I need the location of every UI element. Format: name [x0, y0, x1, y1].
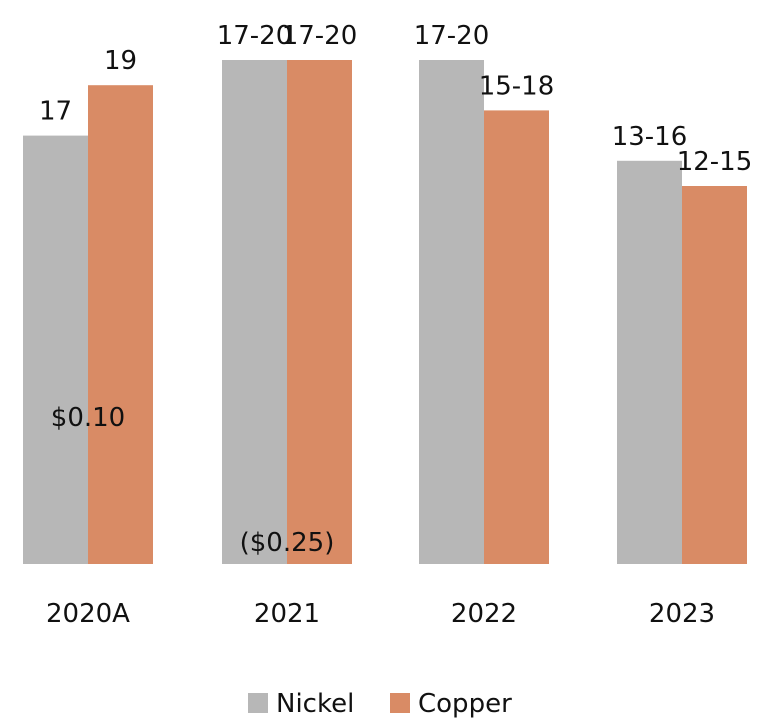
bar-copper-2022: [484, 110, 549, 565]
x-tick-2023: 2023: [649, 599, 715, 629]
legend-swatch-nickel: [248, 693, 268, 713]
bar-nickel-2022: [419, 60, 484, 564]
bar-copper-2021: [287, 60, 352, 564]
value-label-copper-2023: 12-15: [677, 147, 753, 177]
x-tick-2022: 2022: [451, 599, 517, 629]
value-label-copper-2021: 17-20: [282, 21, 358, 51]
bar-nickel-2021: [222, 60, 287, 564]
x-axis-ticks: 2020A 2021 2022 2023: [46, 599, 715, 629]
annotation-2021: ($0.25): [240, 528, 335, 558]
value-label-copper-2022: 15-18: [479, 71, 555, 101]
bar-copper-2023: [682, 186, 747, 564]
value-label-nickel-2022: 17-20: [414, 21, 490, 51]
value-label-nickel-2021: 17-20: [217, 21, 293, 51]
annotations-layer: $0.10 ($0.25): [51, 403, 335, 558]
legend-swatch-copper: [390, 693, 410, 713]
annotation-2020a: $0.10: [51, 403, 125, 433]
bar-nickel-2020a: [23, 135, 88, 564]
legend-label-nickel: Nickel: [276, 689, 354, 719]
value-label-nickel-2023: 13-16: [612, 122, 688, 152]
value-label-nickel-2020a: 17: [39, 97, 72, 127]
bars-layer: [23, 60, 747, 565]
legend: Nickel Copper: [248, 689, 512, 719]
bar-copper-2020a: [88, 85, 153, 564]
bar-nickel-2023: [617, 160, 682, 565]
x-tick-2021: 2021: [254, 599, 320, 629]
legend-label-copper: Copper: [418, 689, 512, 719]
value-label-copper-2020a: 19: [104, 46, 137, 76]
x-tick-2020a: 2020A: [46, 599, 130, 629]
